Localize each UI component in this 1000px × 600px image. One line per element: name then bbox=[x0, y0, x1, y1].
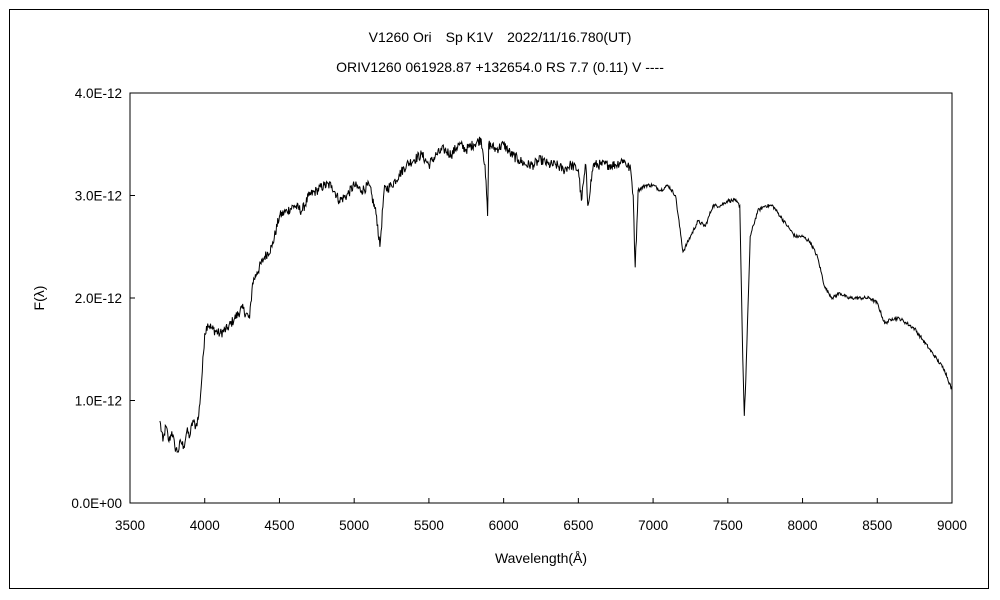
spectrum-line bbox=[159, 136, 953, 453]
y-tick-label: 3.0E-12 bbox=[75, 189, 122, 204]
x-tick-label: 5000 bbox=[339, 518, 369, 533]
x-tick-label: 9000 bbox=[937, 518, 967, 533]
chart-title: V1260 Ori Sp K1V 2022/11/16.780(UT) bbox=[369, 29, 632, 45]
x-axis-label: Wavelength(Å) bbox=[495, 550, 587, 566]
x-tick-label: 5500 bbox=[414, 518, 444, 533]
x-tick-label: 8500 bbox=[862, 518, 892, 533]
x-axis: 3500 4000 4500 5000 5500 6000 6500 7000 7500 8000… bbox=[115, 498, 967, 533]
x-tick-label: 4000 bbox=[190, 518, 220, 533]
y-tick-label: 2.0E-12 bbox=[75, 291, 122, 306]
plot-area bbox=[129, 92, 953, 504]
y-tick-label: 1.0E-12 bbox=[75, 394, 122, 409]
y-axis: 0.0E+00 1.0E-12 2.0E-12 3.0E-12 4.0E-12 bbox=[71, 86, 135, 511]
y-tick-label: 0.0E+00 bbox=[71, 496, 122, 511]
chart-frame bbox=[9, 9, 989, 589]
x-tick-label: 6000 bbox=[489, 518, 519, 533]
chart-subtitle: ORIV1260 061928.87 +132654.0 RS 7.7 (0.1… bbox=[336, 59, 664, 75]
x-tick-label: 7500 bbox=[713, 518, 743, 533]
y-tick-label: 4.0E-12 bbox=[75, 86, 122, 101]
x-tick-label: 6500 bbox=[563, 518, 593, 533]
y-axis-label: F(λ) bbox=[31, 286, 47, 311]
x-tick-label: 7000 bbox=[638, 518, 668, 533]
x-tick-label: 8000 bbox=[788, 518, 818, 533]
x-tick-label: 4500 bbox=[264, 518, 294, 533]
x-tick-label: 3500 bbox=[115, 518, 145, 533]
